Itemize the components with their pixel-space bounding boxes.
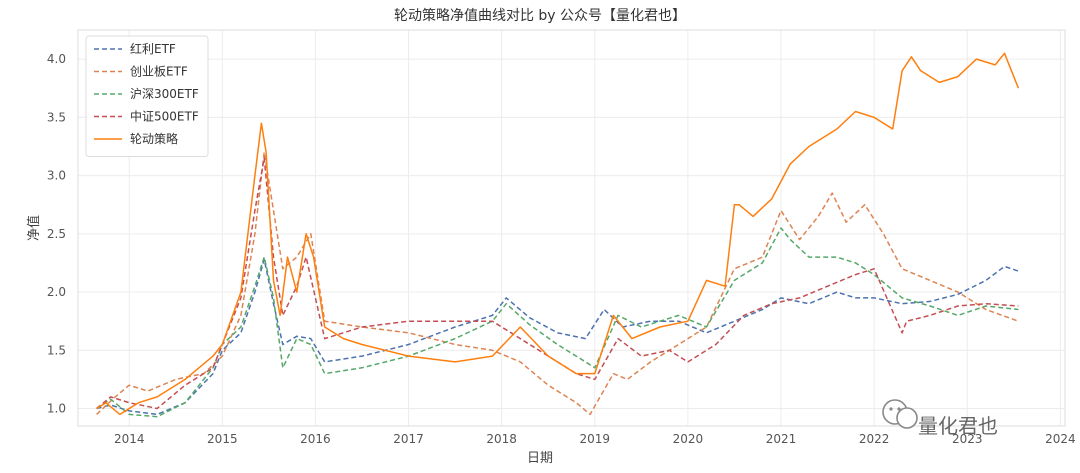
series-line-4 (96, 52, 1020, 416)
watermark-text: 量化君也 (918, 414, 998, 438)
y-tick-label: 2.5 (47, 227, 66, 241)
plot-frame (77, 29, 1066, 427)
legend-entry: 轮动策略 (130, 131, 178, 146)
legend-entry: 沪深300ETF (130, 87, 199, 101)
series-line-2 (96, 227, 1019, 418)
x-tick-label: 2023 (952, 432, 983, 446)
y-tick-label: 3.5 (47, 110, 66, 124)
x-tick-label: 2021 (766, 432, 797, 446)
series-line-1 (96, 151, 1019, 416)
series-layer (96, 52, 1020, 418)
x-tick-label: 2016 (300, 432, 331, 446)
legend-box (85, 35, 209, 157)
watermark: 量化君也 (882, 399, 998, 438)
grid (78, 30, 1065, 426)
y-tick-label: 1.0 (47, 402, 66, 416)
x-tick-label: 2015 (207, 432, 238, 446)
x-tick-label: 2022 (859, 432, 890, 446)
chart-title: 轮动策略净值曲线对比 by 公众号【量化君也】 (394, 7, 686, 24)
wechat-icon (882, 399, 918, 429)
x-tick-label: 2020 (673, 432, 704, 446)
y-tick-label: 1.5 (47, 343, 66, 357)
legend-entry: 红利ETF (130, 41, 176, 56)
y-axis-label: 净值 (26, 215, 42, 241)
series-line-0 (96, 258, 1019, 416)
x-tick-label: 2024 (1045, 432, 1076, 446)
legend: 红利ETF 创业板ETF 沪深300ETF 中证500ETF 轮动策略 (85, 35, 209, 157)
series-line-3 (96, 157, 1019, 410)
x-axis-label: 日期 (527, 451, 553, 466)
y-tick-label: 2.0 (47, 285, 66, 299)
y-tick-label: 4.0 (47, 52, 66, 66)
x-tick-label: 2019 (580, 432, 611, 446)
x-tick-label: 2014 (114, 432, 145, 446)
ticks: 2014 2015 2016 2017 2018 2019 2020 2021 2022 2023… (47, 52, 1076, 446)
x-tick-label: 2017 (393, 432, 424, 446)
legend-entry: 中证500ETF (130, 109, 199, 124)
legend-entry: 创业板ETF (130, 65, 188, 79)
y-tick-label: 3.0 (47, 169, 66, 183)
x-tick-label: 2018 (486, 432, 517, 446)
